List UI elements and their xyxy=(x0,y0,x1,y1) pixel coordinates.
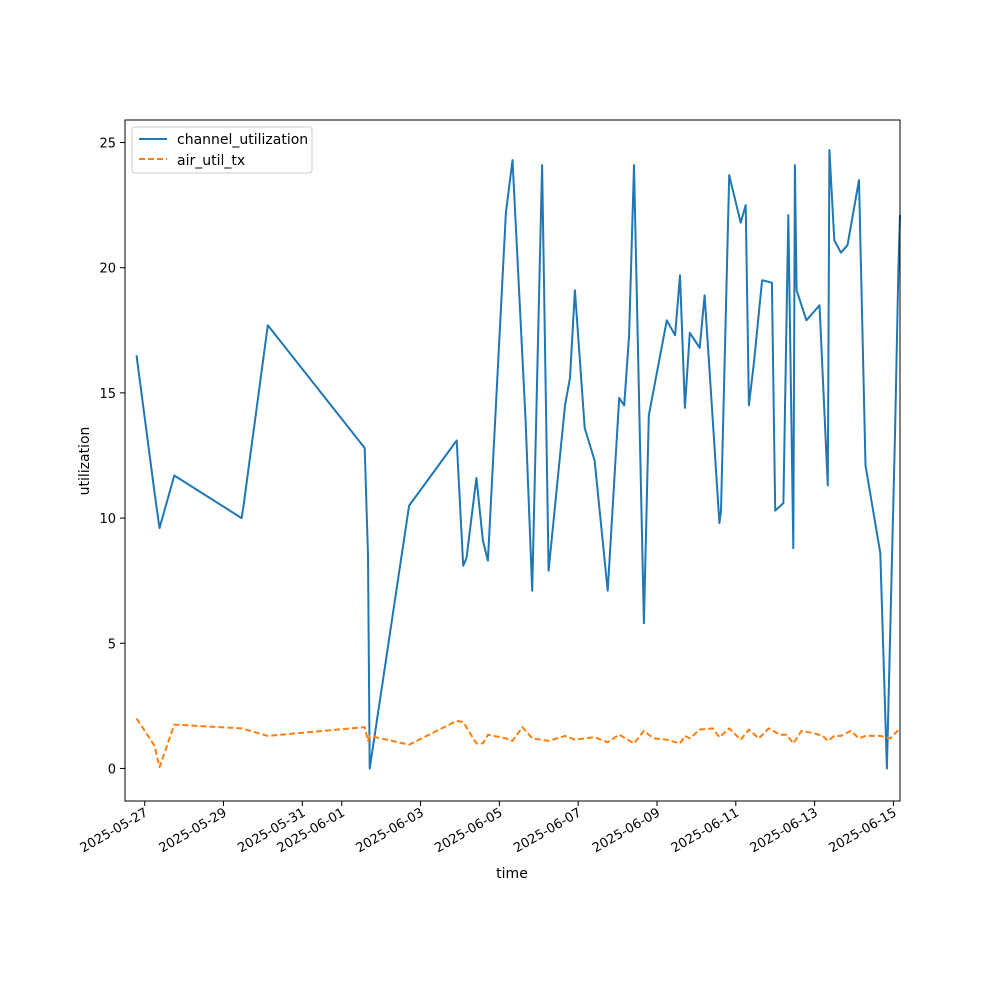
y-tick-label: 15 xyxy=(99,387,116,402)
legend: channel_utilization air_util_tx xyxy=(131,126,313,174)
x-tick-label: 2025-06-05 xyxy=(432,805,505,856)
x-tick-label: 2025-05-29 xyxy=(157,805,230,856)
series-line-channel-utilization xyxy=(135,149,901,770)
y-tick-label: 20 xyxy=(99,262,116,277)
x-tick-label: 2025-06-11 xyxy=(669,805,742,856)
series-line-air-util-tx xyxy=(135,717,901,769)
y-tick-label: 5 xyxy=(108,637,116,652)
x-tick-label: 2025-06-15 xyxy=(826,805,899,856)
x-tick-label: 2025-06-07 xyxy=(511,805,584,856)
y-axis: 0 5 10 15 20 25 xyxy=(99,137,125,777)
x-tick-label: 2025-06-03 xyxy=(354,805,427,856)
y-tick-label: 0 xyxy=(108,762,116,777)
y-tick-label: 25 xyxy=(99,137,116,152)
x-axis-title: time xyxy=(496,866,528,882)
legend-label-air-util-tx: air_util_tx xyxy=(177,153,245,169)
plot-area-frame xyxy=(124,119,901,802)
y-axis-title: utilization xyxy=(77,427,93,496)
x-tick-label: 2025-05-27 xyxy=(78,805,151,856)
x-axis: 2025-05-27 2025-05-29 2025-05-312025-06-01… xyxy=(78,801,899,856)
legend-label-channel-utilization: channel_utilization xyxy=(177,132,308,148)
plot-lines xyxy=(135,149,901,770)
legend-box xyxy=(131,126,313,174)
x-tick-label: 2025-06-13 xyxy=(748,805,821,856)
x-tick-label: 2025-06-09 xyxy=(590,805,663,856)
y-tick-label: 10 xyxy=(99,512,116,527)
